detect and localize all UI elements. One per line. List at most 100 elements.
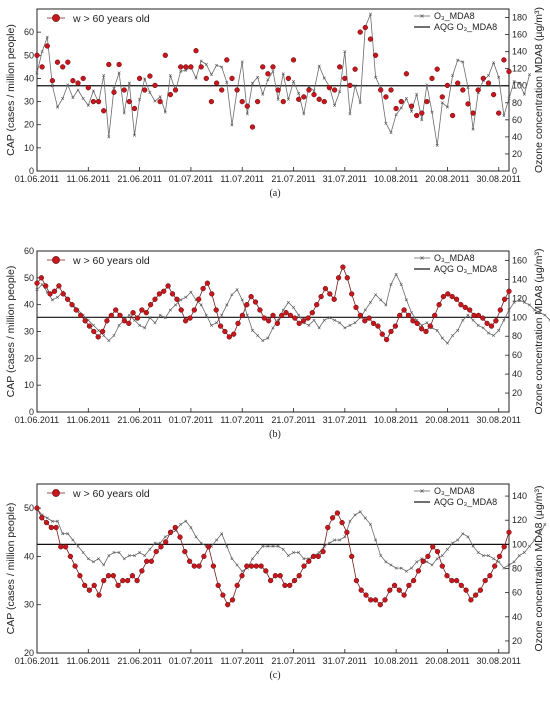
cap-point bbox=[325, 524, 331, 531]
legend-aqg-label: AQG O₃_MDA8 bbox=[434, 264, 497, 274]
o3-point bbox=[286, 300, 290, 304]
o3-point bbox=[502, 114, 506, 118]
o3-point bbox=[235, 288, 239, 292]
o3-point bbox=[153, 99, 157, 103]
cap-point bbox=[101, 108, 107, 114]
o3-point bbox=[399, 566, 403, 570]
o3-point bbox=[461, 318, 465, 322]
o3-point bbox=[461, 532, 465, 536]
y-tick-label: 30 bbox=[24, 327, 34, 337]
o3-point bbox=[415, 92, 419, 96]
o3-point bbox=[410, 109, 414, 113]
x-tick-label: 01.06.2011 bbox=[15, 415, 59, 425]
cap-point bbox=[147, 73, 153, 79]
y2-tick-label: 60 bbox=[512, 115, 522, 125]
o3-point bbox=[138, 323, 142, 327]
cap-point bbox=[279, 312, 285, 319]
o3-point bbox=[528, 73, 532, 77]
cap-point bbox=[465, 101, 471, 107]
cap-point bbox=[220, 592, 226, 598]
cap-point bbox=[352, 66, 358, 72]
cap-point bbox=[484, 320, 490, 327]
cap-point bbox=[261, 315, 267, 321]
o3-point bbox=[117, 550, 121, 554]
cap-point bbox=[117, 312, 123, 319]
cap-point bbox=[393, 105, 399, 112]
cap-point bbox=[449, 112, 456, 119]
o3-point bbox=[461, 60, 465, 64]
legend-aqg-label: AQG O₃_MDA8 bbox=[434, 22, 497, 32]
cap-point bbox=[292, 315, 298, 321]
y2-tick-label: 80 bbox=[512, 331, 522, 341]
o3-point bbox=[86, 557, 90, 561]
o3-point bbox=[492, 557, 496, 561]
y-tick-label: 10 bbox=[24, 143, 34, 153]
cap-point bbox=[327, 291, 333, 297]
cap-point bbox=[48, 524, 54, 531]
o3-point bbox=[389, 283, 393, 287]
o3-point bbox=[122, 557, 126, 561]
o3-point bbox=[338, 321, 342, 325]
o3-point bbox=[50, 519, 54, 523]
cap-point bbox=[219, 87, 225, 93]
o3-point bbox=[363, 516, 367, 520]
o3-point bbox=[368, 300, 372, 304]
cap-point bbox=[419, 110, 425, 116]
panel-caption: (a) bbox=[269, 188, 280, 199]
o3-point bbox=[281, 308, 285, 312]
cap-point bbox=[388, 328, 394, 335]
o3-point bbox=[317, 326, 321, 330]
cap-point bbox=[254, 98, 261, 105]
cap-point bbox=[274, 320, 281, 327]
y2-tick-label: 0 bbox=[512, 166, 517, 176]
o3-point bbox=[374, 293, 378, 297]
o3-point bbox=[45, 35, 49, 39]
o3-point bbox=[302, 112, 306, 116]
legend-cap-marker bbox=[52, 489, 60, 497]
cap-point bbox=[311, 91, 317, 98]
o3-point bbox=[327, 541, 331, 545]
cap-point bbox=[468, 597, 474, 603]
cap-point bbox=[434, 548, 441, 555]
cap-point bbox=[34, 505, 40, 511]
cap-point bbox=[318, 293, 324, 300]
cap-point bbox=[174, 296, 180, 302]
o3-point bbox=[538, 311, 542, 315]
cap-point bbox=[403, 71, 410, 77]
o3-point bbox=[102, 334, 106, 338]
o3-point bbox=[333, 538, 337, 542]
o3-point bbox=[245, 112, 249, 116]
o3-point bbox=[220, 532, 224, 536]
cap-point bbox=[178, 307, 184, 313]
cap-point bbox=[139, 568, 145, 574]
o3-point bbox=[327, 316, 331, 320]
cap-point bbox=[458, 302, 464, 308]
o3-point bbox=[451, 541, 455, 545]
cap-point bbox=[331, 296, 337, 302]
chart-panel-a: 0 10 20 30 40 50 60 0 20 40 60 80 100 120 140 160 180 01.… bbox=[5, 7, 545, 199]
cap-point bbox=[208, 98, 215, 105]
o3-point bbox=[307, 323, 311, 327]
cap-point bbox=[496, 553, 503, 560]
o3-point bbox=[35, 71, 39, 75]
o3-point bbox=[184, 519, 188, 523]
y2-tick-label: 60 bbox=[512, 588, 522, 598]
o3-point bbox=[107, 554, 111, 558]
x-tick-label: 01.06.2011 bbox=[15, 174, 59, 184]
o3-point bbox=[451, 334, 455, 338]
cap-point bbox=[248, 563, 255, 569]
cap-point bbox=[49, 78, 56, 84]
x-tick-label: 01.07.2011 bbox=[169, 656, 213, 666]
cap-point bbox=[82, 582, 88, 589]
cap-point bbox=[287, 582, 293, 589]
o3-point bbox=[204, 62, 208, 66]
cap-point bbox=[235, 320, 241, 327]
y2-tick-label: 140 bbox=[512, 47, 527, 57]
cap-point bbox=[460, 87, 466, 93]
o3-point bbox=[76, 544, 80, 548]
cap-point bbox=[436, 302, 442, 308]
cap-point bbox=[148, 558, 155, 564]
y2-tick-label: 80 bbox=[512, 98, 522, 108]
o3-point bbox=[292, 550, 296, 554]
o3-point bbox=[333, 103, 337, 107]
